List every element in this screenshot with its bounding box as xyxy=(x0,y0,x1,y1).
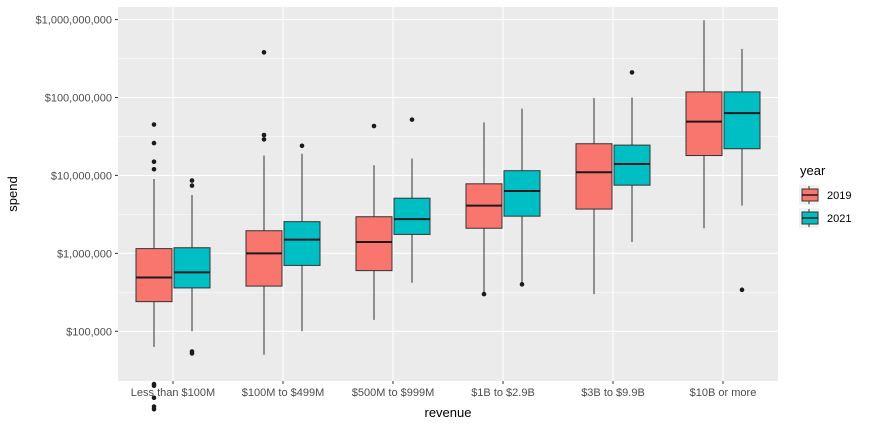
box-2021-0 xyxy=(173,178,211,356)
outlier-point xyxy=(189,183,195,188)
y-axis-title: spend xyxy=(5,176,20,211)
x-tick-label: $3B to $9.9B xyxy=(581,387,645,399)
major-gridlines xyxy=(118,7,778,381)
y-axis: $100,000 $1,000,000 $10,000,000 $100,000,00… xyxy=(36,15,118,338)
box-2019-1 xyxy=(245,50,283,355)
box-2019-2 xyxy=(355,123,393,320)
outlier-point xyxy=(739,287,745,293)
y-tick-label: $1,000,000,000 xyxy=(36,15,112,27)
box-2019-0 xyxy=(135,122,173,412)
y-tick-label: $1,000,000 xyxy=(57,248,112,260)
box-2021-5 xyxy=(723,48,761,293)
legend-label: 2019 xyxy=(827,190,851,202)
box-iqr xyxy=(135,248,173,303)
outlier-point xyxy=(371,123,377,129)
panel-background xyxy=(118,7,778,381)
box-2019-5 xyxy=(685,20,723,229)
x-tick-label: $100M to $499M xyxy=(242,387,325,399)
legend-label: 2021 xyxy=(827,213,851,225)
legend: year 2019 2021 xyxy=(799,163,851,228)
outlier-point xyxy=(151,406,157,412)
outlier-point xyxy=(151,383,157,389)
box-iqr xyxy=(355,216,393,272)
y-tick-label: $100,000 xyxy=(66,326,112,338)
x-tick-label: Less than $100M xyxy=(131,387,215,399)
box-iqr xyxy=(503,170,541,217)
outlier-point xyxy=(409,117,415,122)
box-2021-4 xyxy=(613,70,651,242)
outlier-point xyxy=(151,395,157,401)
legend-title: year xyxy=(800,163,826,178)
box-iqr xyxy=(245,230,283,287)
x-tick-label: $500M to $999M xyxy=(352,387,435,399)
box-iqr xyxy=(283,221,321,266)
box-2021-1 xyxy=(283,143,321,332)
outlier-point xyxy=(629,70,635,75)
box-2021-2 xyxy=(393,117,431,283)
outlier-point xyxy=(151,122,157,127)
box-iqr xyxy=(173,247,211,289)
outlier-point xyxy=(299,143,305,149)
y-tick-label: $10,000,000 xyxy=(51,170,112,182)
box-iqr xyxy=(575,143,613,210)
box-iqr xyxy=(723,91,761,150)
outlier-point xyxy=(151,159,157,164)
outlier-point xyxy=(481,291,487,297)
box-series xyxy=(135,20,761,412)
minor-gridlines xyxy=(118,58,778,293)
x-tick-label: $10B or more xyxy=(690,387,757,399)
box-iqr xyxy=(685,91,723,157)
outlier-point xyxy=(189,178,195,183)
outlier-point xyxy=(189,351,195,356)
box-2019-4 xyxy=(575,98,613,295)
outlier-point xyxy=(151,140,157,146)
box-iqr xyxy=(393,197,431,235)
y-tick-label: $100,000,000 xyxy=(45,92,112,104)
box-2021-3 xyxy=(503,108,541,287)
outlier-point xyxy=(261,132,267,138)
x-axis-title: revenue xyxy=(425,405,472,420)
outlier-point xyxy=(261,137,267,142)
x-tick-label: $1B to $2.9B xyxy=(471,387,535,399)
outlier-point xyxy=(519,282,525,287)
outlier-point xyxy=(261,50,267,55)
box-iqr xyxy=(613,144,651,186)
outlier-point xyxy=(151,166,157,172)
x-axis: Less than $100M $100M to $499M $500M to $9… xyxy=(131,381,757,399)
box-2019-3 xyxy=(465,122,503,297)
